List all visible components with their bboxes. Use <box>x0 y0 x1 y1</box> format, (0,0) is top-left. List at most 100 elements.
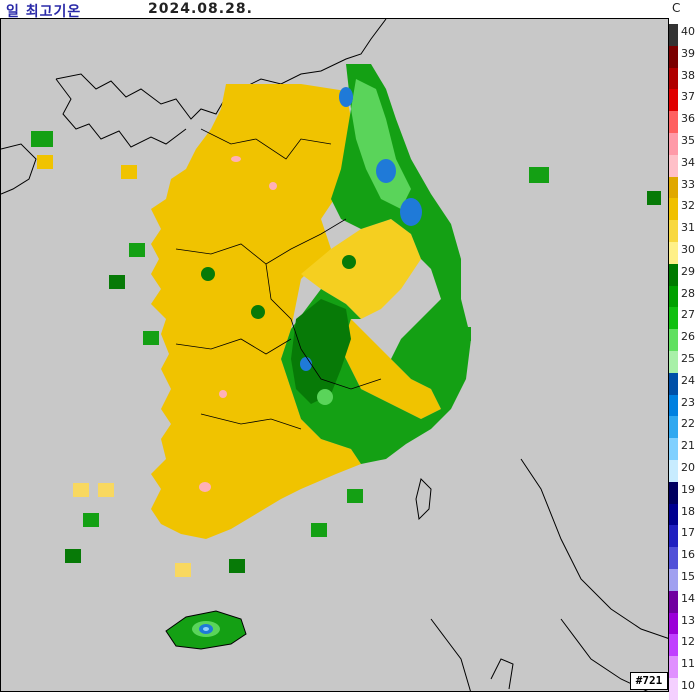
legend-swatch <box>669 67 678 90</box>
boundary-line <box>265 263 302 350</box>
legend-swatch <box>669 329 678 351</box>
province-boundaries <box>175 128 382 430</box>
legend-swatch <box>669 416 678 439</box>
temperature-map <box>0 18 669 692</box>
legend-label: 22 <box>681 417 695 431</box>
legend-label: 27 <box>681 308 695 322</box>
legend-label: 11 <box>681 657 695 671</box>
tsushima-island <box>415 478 432 521</box>
legend-swatch <box>669 678 678 700</box>
boundary-line <box>175 338 292 355</box>
map-canvas <box>1 19 668 691</box>
legend-swatch <box>669 220 678 242</box>
legend-label: 17 <box>681 526 695 540</box>
cold-spot-4 <box>300 357 312 371</box>
legend-swatch <box>669 394 678 417</box>
boundary-line <box>200 128 332 160</box>
legend-label: 25 <box>681 352 695 365</box>
legend-label: 40 <box>681 25 695 38</box>
hot-spot-2 <box>269 182 277 190</box>
legend-label: 10 <box>681 679 695 692</box>
legend-swatch <box>669 634 678 657</box>
legend-label: 14 <box>681 591 695 605</box>
warm-region-southeast <box>341 319 441 419</box>
station-square <box>109 275 125 289</box>
warm-pocket-4 <box>317 389 333 405</box>
legend-label: 26 <box>681 330 695 344</box>
west-coast-nk <box>55 78 187 148</box>
legend-label: 16 <box>681 548 695 562</box>
cold-spot-1 <box>339 87 353 107</box>
legend-swatch <box>669 525 678 548</box>
boundary-line <box>200 413 302 430</box>
legend-label: 35 <box>681 134 695 147</box>
warm-region-central <box>301 219 421 319</box>
map-date: 2024.08.28. <box>148 1 253 17</box>
station-square <box>65 549 81 563</box>
cold-spot-3 <box>400 198 422 226</box>
legend-label: 39 <box>681 46 695 60</box>
station-square <box>98 483 114 497</box>
offshore-island-left <box>490 658 514 690</box>
warm-pocket-2 <box>201 267 215 281</box>
legend-swatch <box>669 176 678 199</box>
legend-swatch <box>669 481 678 504</box>
legend-swatch <box>669 503 678 526</box>
legend-label: 29 <box>681 264 695 278</box>
legend-label: 13 <box>681 613 695 627</box>
north-coastline <box>55 19 387 120</box>
legend-swatch <box>669 198 678 221</box>
legend-label: 32 <box>681 199 695 213</box>
legend-swatch <box>669 45 678 68</box>
legend-label: 38 <box>681 68 695 82</box>
station-square <box>129 243 145 257</box>
japan-coast-south <box>430 618 471 691</box>
legend-label: 36 <box>681 112 695 126</box>
legend-label: 31 <box>681 221 695 235</box>
legend-label: 37 <box>681 90 695 104</box>
station-square <box>121 165 137 179</box>
legend-swatch <box>669 111 678 133</box>
station-square <box>347 489 363 503</box>
hot-spot-4 <box>219 390 227 398</box>
boundary-line <box>300 348 382 390</box>
warm-pocket-3 <box>342 255 356 269</box>
legend-label: 19 <box>681 482 695 496</box>
legend-swatch <box>669 242 678 264</box>
legend-label: 24 <box>681 373 695 387</box>
legend-swatch <box>669 133 678 155</box>
legend-swatch <box>669 656 678 678</box>
legend-swatch <box>669 612 678 635</box>
legend-swatch <box>669 438 678 460</box>
station-squares <box>31 131 661 577</box>
legend-label: 23 <box>681 395 695 409</box>
legend-swatch <box>669 569 678 591</box>
station-square <box>83 513 99 527</box>
warm-pocket-1 <box>251 305 265 319</box>
china-coast <box>1 143 37 195</box>
station-square <box>143 331 159 345</box>
cool-region-central-strip <box>291 299 351 404</box>
station-square <box>457 327 471 341</box>
legend-label: 18 <box>681 504 695 518</box>
map-code-badge: #721 <box>630 672 668 690</box>
legend-unit: C <box>672 1 681 15</box>
legend-swatch <box>669 372 678 395</box>
legend-swatch <box>669 307 678 330</box>
legend-label: 15 <box>681 570 695 583</box>
legend-swatch <box>669 154 678 177</box>
legend-swatch <box>669 590 678 613</box>
legend-label: 33 <box>681 177 695 191</box>
station-square <box>31 131 53 147</box>
legend-label: 12 <box>681 635 695 649</box>
legend-swatch <box>669 285 678 308</box>
hot-spot-1 <box>231 156 241 162</box>
station-square <box>529 167 549 183</box>
legend-label: 20 <box>681 461 695 474</box>
legend-swatch <box>669 547 678 569</box>
legend-label: 30 <box>681 243 695 256</box>
station-square <box>73 483 89 497</box>
legend-label: 34 <box>681 155 695 169</box>
color-legend: 40 39 38 37 36 35 34 33 32 31 30 29 28 27 26 25 24 23 22 21… <box>669 18 700 700</box>
hot-spot-3 <box>199 482 211 492</box>
